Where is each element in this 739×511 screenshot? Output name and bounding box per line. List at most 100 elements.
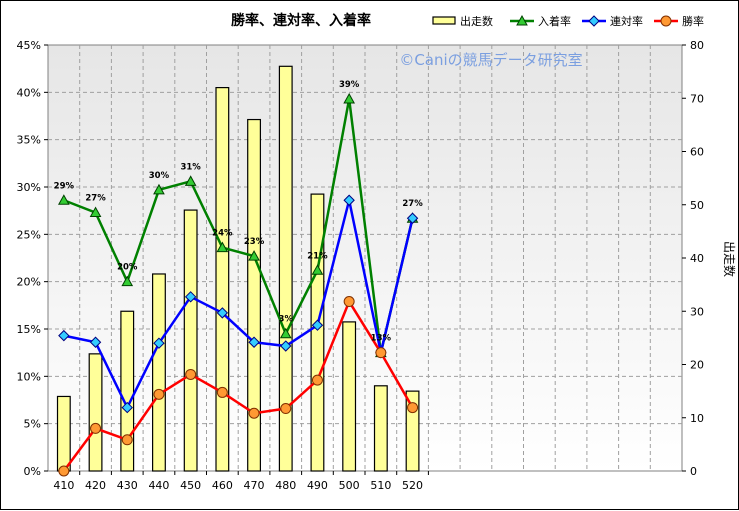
bar: [56, 395, 71, 472]
y-right-tick-label: 50: [690, 199, 704, 212]
y-left-tick-label: 20%: [17, 276, 41, 289]
data-label: 27%: [402, 199, 423, 209]
data-label: 20%: [117, 263, 138, 273]
y-left-tick-label: 25%: [17, 228, 41, 241]
y-left-tick-label: 15%: [17, 323, 41, 336]
legend-label: 出走数: [460, 14, 493, 28]
point-circle: [153, 388, 165, 400]
legend-marker: [588, 15, 600, 27]
point-diamond: [343, 194, 355, 206]
point-diamond: [280, 340, 292, 352]
legend: 出走数 入着率 連対率 勝率: [432, 14, 704, 28]
point-triangle: [216, 241, 229, 253]
x-tick-label: 490: [307, 479, 328, 492]
point-triangle: [343, 92, 355, 104]
data-label: 30%: [149, 171, 170, 181]
point-diamond: [311, 319, 324, 331]
x-tick-label: 420: [85, 479, 106, 492]
point-diamond: [216, 307, 229, 319]
y-left-tick-label: 40%: [17, 86, 41, 99]
bar: [183, 209, 198, 472]
point-triangle: [153, 183, 165, 195]
point-diamond: [58, 329, 70, 342]
point-circle: [248, 407, 260, 419]
data-label: 39%: [339, 80, 360, 90]
point-circle: [90, 422, 102, 434]
x-tick-label: 440: [148, 479, 169, 492]
legend-marker: [660, 15, 672, 27]
point-circle: [121, 434, 133, 446]
y-right-tick-label: 60: [690, 146, 704, 159]
bar: [215, 86, 230, 472]
data-label: 27%: [85, 194, 106, 204]
point-diamond: [89, 336, 102, 348]
axes: 0% 5% 10% 15% 20% 25% 30% 35% 40% 45% 0 10 20 30 40 50 6…: [17, 39, 704, 492]
point-diamond: [121, 401, 133, 414]
bar: [310, 193, 325, 472]
x-tick-label: 460: [212, 479, 233, 492]
grid: [48, 45, 682, 471]
bar-series: [56, 65, 420, 472]
point-triangle: [311, 264, 324, 275]
y-left-tick-label: 30%: [17, 181, 41, 194]
point-circle: [343, 296, 355, 308]
point-circle: [311, 374, 323, 386]
legend-swatch-bar: [432, 16, 456, 25]
data-labels: 29% 27% 20% 30% 31% 24% 23% 3% 21% 39% 13% 27%: [54, 80, 424, 344]
x-tick-label: 410: [53, 479, 74, 492]
data-label: 31%: [180, 162, 201, 172]
data-label: 13%: [371, 334, 392, 344]
legend-label: 勝率: [682, 14, 704, 28]
y-left-tick-label: 35%: [17, 134, 41, 147]
y-right-tick-label: 10: [690, 412, 704, 425]
bar: [278, 65, 293, 472]
x-tick-label: 480: [275, 479, 296, 492]
point-diamond: [248, 336, 260, 348]
bar: [120, 310, 135, 472]
point-triangle: [184, 175, 197, 186]
bar: [373, 385, 388, 472]
y-left-tick-label: 0%: [24, 465, 41, 478]
x-tick-label: 450: [180, 479, 201, 492]
point-triangle: [89, 206, 102, 218]
x-tick-label: 500: [339, 479, 360, 492]
legend-label: 入着率: [538, 14, 571, 28]
y-left-tick-label: 5%: [24, 418, 41, 431]
point-circle: [185, 368, 197, 380]
point-triangle: [248, 250, 260, 261]
y-right-tick-label: 20: [690, 359, 704, 372]
y-right-axis-label: 出走数: [722, 241, 737, 277]
legend-marker: [516, 14, 528, 26]
data-label: 23%: [244, 237, 265, 247]
series-line: [63, 199, 414, 411]
point-triangle: [58, 194, 70, 205]
point-triangle: [121, 275, 134, 287]
watermark: ©Caniの競馬データ研究室: [399, 51, 582, 69]
y-left-tick-label: 10%: [17, 370, 41, 383]
bar: [342, 321, 357, 472]
y-right-tick-label: 0: [690, 465, 697, 478]
legend-label: 連対率: [610, 14, 643, 28]
point-diamond: [184, 291, 197, 303]
bar: [88, 353, 103, 472]
data-label: 21%: [307, 251, 328, 261]
y-right-tick-label: 30: [690, 305, 704, 318]
x-tick-label: 510: [370, 479, 391, 492]
y-right-tick-label: 70: [690, 92, 704, 105]
point-diamond: [406, 212, 419, 224]
y-left-tick-label: 45%: [17, 39, 41, 52]
series-line: [62, 298, 414, 472]
point-diamond: [153, 337, 165, 349]
line-series: [58, 92, 419, 477]
x-tick-label: 470: [244, 479, 265, 492]
point-circle: [58, 465, 70, 477]
point-circle: [407, 402, 419, 414]
point-triangle: [279, 327, 292, 339]
data-label: 24%: [212, 229, 233, 239]
y-right-tick-label: 80: [690, 39, 704, 52]
series-line: [63, 98, 414, 353]
y-right-tick-label: 40: [690, 252, 704, 265]
point-circle: [216, 386, 228, 398]
x-tick-label: 430: [117, 479, 138, 492]
